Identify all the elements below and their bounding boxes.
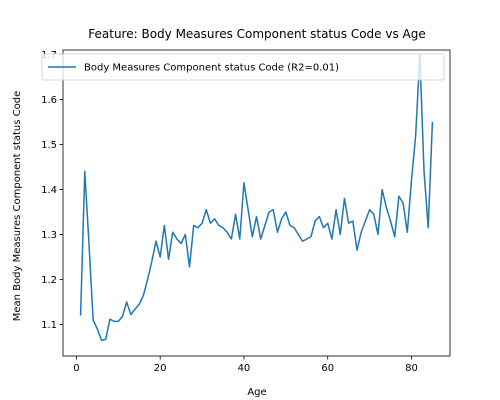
x-axis-label: Age <box>247 387 266 398</box>
x-tick-label: 40 <box>238 363 251 374</box>
y-axis-label: Mean Body Measures Component status Code <box>12 91 23 321</box>
x-tick-label: 0 <box>73 363 79 374</box>
y-tick-label: 1.1 <box>41 320 57 331</box>
y-tick-label: 1.4 <box>41 185 57 196</box>
legend-label-0: Body Measures Component status Code (R2=… <box>84 63 339 74</box>
y-tick-label: 1.2 <box>41 275 57 286</box>
x-tick-label: 80 <box>405 363 418 374</box>
x-tick-label: 20 <box>154 363 167 374</box>
chart-title: Feature: Body Measures Component status … <box>88 27 425 41</box>
y-tick-label: 1.6 <box>41 95 57 106</box>
y-tick-label: 1.3 <box>41 230 57 241</box>
x-tick-label: 60 <box>321 363 334 374</box>
y-tick-label: 1.5 <box>41 140 57 151</box>
